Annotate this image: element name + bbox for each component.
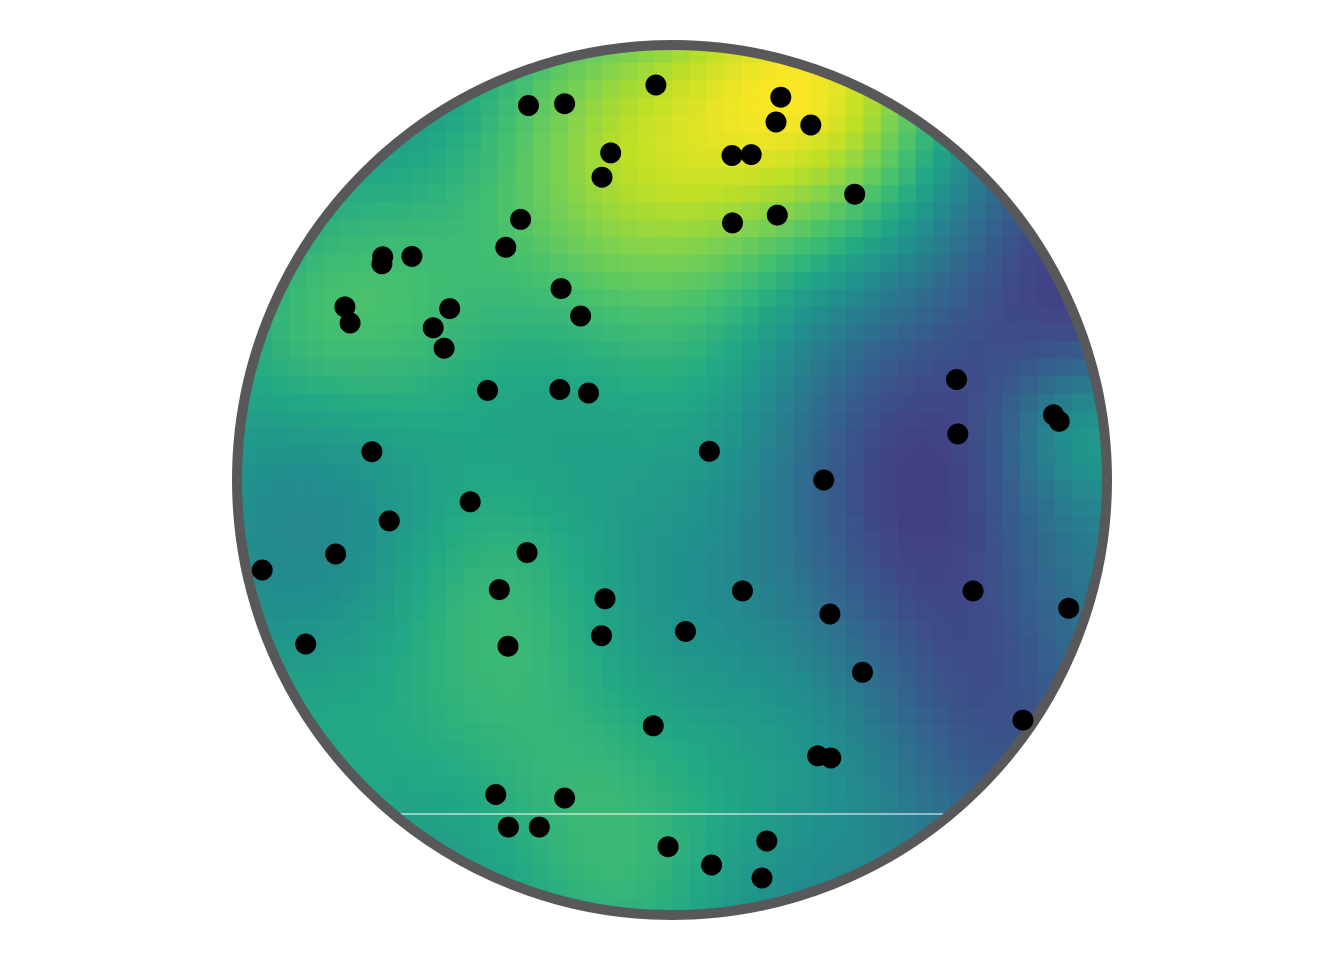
data-point-60 [657,836,679,858]
data-point-43 [594,588,616,610]
data-point-27 [549,379,571,400]
data-point-42 [732,580,753,602]
data-point-56 [485,784,507,805]
data-point-18 [401,245,423,267]
data-point-3 [554,93,576,115]
data-point-45 [962,580,984,602]
data-point-38 [516,542,538,564]
data-point-57 [554,787,576,809]
data-point-26 [477,379,499,401]
circular-boundary [232,40,1112,920]
data-point-37 [378,510,400,532]
data-point-59 [528,816,550,838]
data-point-5 [765,111,787,133]
data-point-32 [1048,410,1070,432]
data-point-29 [946,369,967,390]
data-point-47 [591,625,612,647]
data-point-1 [645,74,667,96]
data-point-63 [751,867,773,889]
data-point-48 [675,620,696,642]
data-point-39 [325,543,347,565]
data-point-33 [698,440,720,462]
data-point-34 [813,469,835,491]
data-point-24 [422,317,444,339]
data-point-8 [591,166,613,188]
data-point-49 [295,633,317,655]
data-point-53 [642,715,664,737]
data-point-25 [433,337,455,359]
data-point-28 [578,382,599,404]
data-point-4 [770,86,792,108]
data-point-21 [334,296,356,318]
data-point-19 [550,278,572,300]
data-point-14 [766,204,788,226]
data-point-30 [947,423,969,445]
data-point-41 [488,579,510,601]
data-point-9 [721,145,743,166]
data-point-44 [819,603,841,625]
data-point-58 [497,816,519,838]
data-point-46 [1058,597,1080,619]
data-point-55 [820,747,842,769]
data-point-62 [701,854,723,876]
data-point-11 [844,183,866,205]
data-point-12 [510,208,532,230]
data-point-36 [459,491,481,513]
data-point-15 [495,236,517,258]
data-point-17 [371,253,393,275]
data-point-51 [852,661,873,683]
data-point-52 [1012,709,1034,731]
data-point-13 [722,212,743,234]
data-point-7 [600,142,622,164]
data-point-2 [518,95,539,116]
data-point-35 [361,441,383,463]
data-point-20 [570,305,592,327]
data-point-40 [251,559,273,581]
data-point-10 [740,144,762,166]
data-point-6 [800,114,822,136]
data-point-61 [756,830,778,852]
data-point-22 [339,312,361,334]
data-point-23 [439,298,461,320]
data-points [251,74,1080,889]
data-point-50 [497,635,519,657]
